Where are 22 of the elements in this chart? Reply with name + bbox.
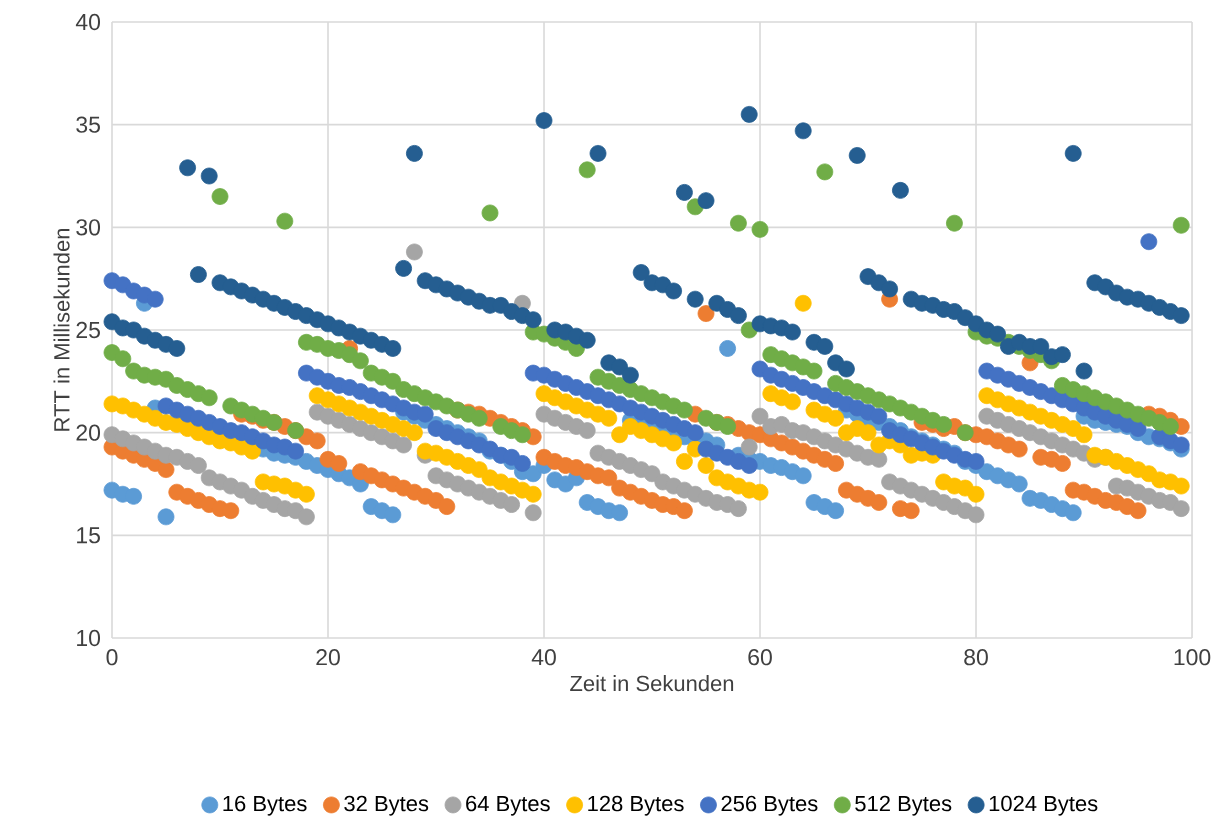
x-tick-label: 20 (316, 649, 340, 666)
y-tick-label: 30 (76, 219, 101, 236)
legend-label: 256 Bytes (721, 795, 818, 816)
x-axis-title: Zeit in Sekunden (570, 675, 734, 692)
x-tick-label: 0 (106, 649, 118, 666)
legend-label: 1024 Bytes (989, 795, 1098, 816)
y-tick-label: 35 (76, 116, 100, 133)
legend-label: 32 Bytes (344, 795, 429, 816)
legend-label: 128 Bytes (588, 795, 684, 816)
legend-label: 64 Bytes (466, 795, 550, 816)
y-tick-label: 15 (77, 527, 100, 544)
y-tick-label: 20 (76, 424, 101, 441)
y-tick-label: 10 (77, 629, 101, 647)
x-tick-label: 60 (748, 649, 772, 666)
x-tick-label: 40 (531, 649, 556, 666)
x-tick-label: 100 (1174, 649, 1211, 666)
y-tick-label: 25 (76, 321, 100, 339)
y-axis-title: RTT in Millisekunden (53, 228, 70, 431)
x-tick-label: 80 (964, 649, 988, 666)
legend-label: 512 Bytes (855, 795, 952, 816)
legend-label: 16 Bytes (223, 795, 307, 816)
y-tick-label: 40 (75, 13, 101, 31)
